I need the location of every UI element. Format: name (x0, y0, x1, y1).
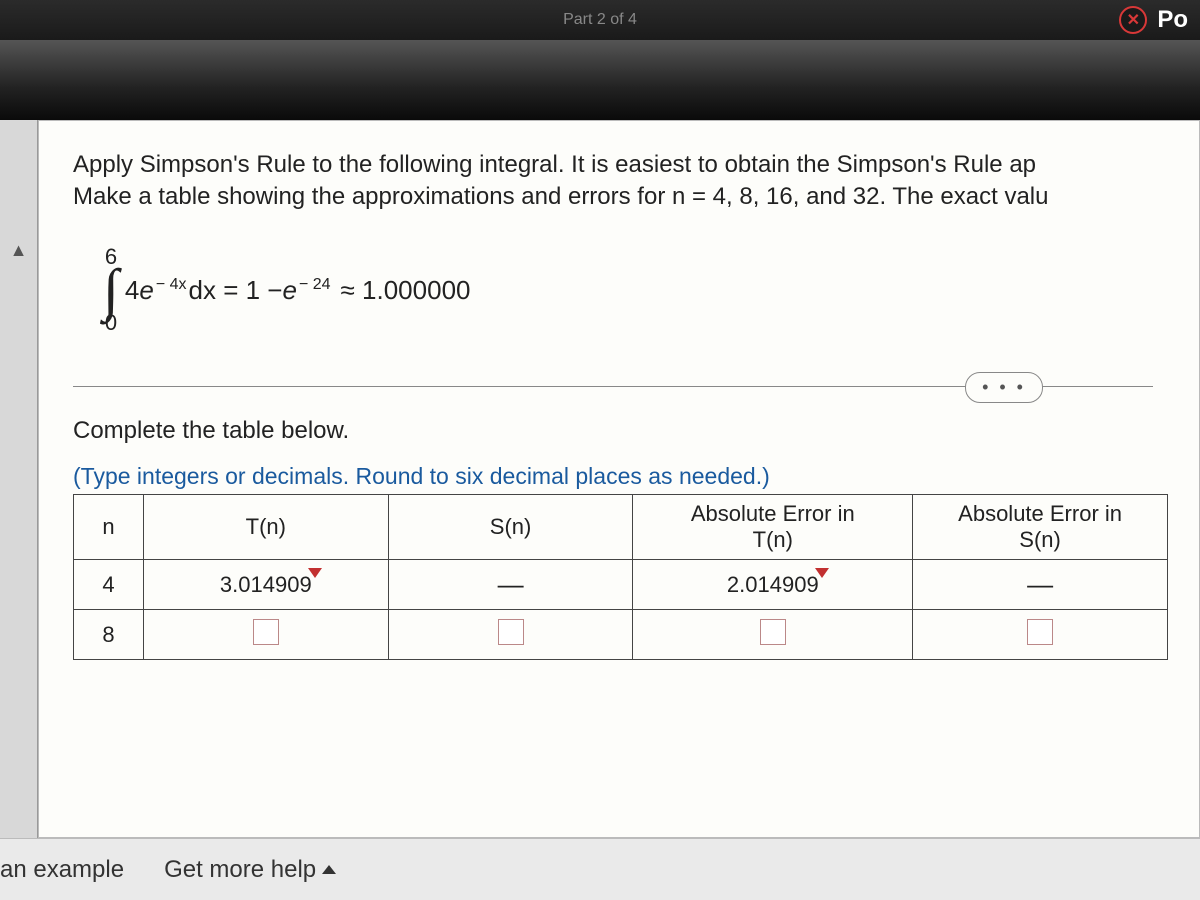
cell-etn-1[interactable] (633, 610, 913, 660)
col-header-tn: T(n) (143, 495, 388, 560)
entered-marker-icon (308, 568, 322, 578)
coef: 4 (125, 275, 139, 306)
get-more-help-link[interactable]: Get more help (164, 856, 336, 884)
exponent-1: − 4x (156, 276, 187, 294)
col-header-sn: S(n) (388, 495, 633, 560)
integrand: 4 e − 4x dx = 1 − e − 24 ≈ 1.000000 (125, 275, 479, 306)
val-etn-0: 2.014909 (727, 572, 819, 597)
cell-sn-0: — (388, 560, 633, 610)
input-box[interactable] (498, 619, 524, 645)
window-chrome-gap (0, 40, 1200, 120)
integral-symbol-icon: ∫ (103, 270, 119, 311)
topbar-right-text: Po (1157, 6, 1188, 34)
cell-sn-1[interactable] (388, 610, 633, 660)
approx-value: ≈ 1.000000 (341, 275, 471, 306)
cell-esn-1[interactable] (913, 610, 1168, 660)
problem-statement: Apply Simpson's Rule to the following in… (73, 149, 1199, 214)
help-link-label: Get more help (164, 856, 316, 884)
val-esn-0: — (1027, 569, 1053, 599)
example-link-label: an example (0, 856, 124, 884)
problem-line-1: Apply Simpson's Rule to the following in… (73, 151, 1036, 178)
content-panel: Apply Simpson's Rule to the following in… (38, 120, 1200, 838)
val-sn-0: — (498, 569, 524, 599)
exponent-2: − 24 (299, 276, 331, 294)
cell-tn-1[interactable] (143, 610, 388, 660)
cell-n-0: 4 (74, 560, 144, 610)
col-header-error-sn: Absolute Error in S(n) (913, 495, 1168, 560)
col-header-error-tn: Absolute Error in T(n) (633, 495, 913, 560)
val-tn-0: 3.014909 (220, 572, 312, 597)
bottom-toolbar: an example Get more help (0, 838, 1200, 900)
input-box[interactable] (1027, 619, 1053, 645)
base-e-2: e (282, 275, 296, 306)
section-divider: • • • (73, 386, 1153, 387)
integral-lower-limit: 0 (105, 310, 117, 336)
table-header-row: n T(n) S(n) Absolute Error in T(n) Absol… (74, 495, 1168, 560)
left-scroll-strip: ▲ ▼ (0, 120, 38, 900)
instruction-text: Complete the table below. (73, 417, 1199, 445)
integral-sign: 6 ∫ 0 (103, 244, 119, 337)
etn-l2: T(n) (753, 527, 793, 552)
cell-etn-0: 2.014909 (633, 560, 913, 610)
esn-l2: S(n) (1019, 527, 1061, 552)
table-row: 4 3.014909 — 2.014909 — (74, 560, 1168, 610)
hint-text: (Type integers or decimals. Round to six… (73, 463, 1199, 490)
table-row: 8 (74, 610, 1168, 660)
esn-l1: Absolute Error in (958, 501, 1122, 526)
topbar: Part 2 of 4 ✕ Po (0, 0, 1200, 40)
input-box[interactable] (253, 619, 279, 645)
close-icon[interactable]: ✕ (1119, 6, 1147, 34)
input-box[interactable] (760, 619, 786, 645)
example-link[interactable]: an example (0, 856, 124, 884)
cell-n-1: 8 (74, 610, 144, 660)
approximation-table: n T(n) S(n) Absolute Error in T(n) Absol… (73, 494, 1168, 660)
integral-expression: 6 ∫ 0 4 e − 4x dx = 1 − e − 24 ≈ 1.00000… (103, 244, 1199, 337)
cell-esn-0: — (913, 560, 1168, 610)
etn-l1: Absolute Error in (691, 501, 855, 526)
problem-line-2: Make a table showing the approximations … (73, 183, 1048, 210)
dx-equals: dx = 1 − (189, 275, 283, 306)
more-options-button[interactable]: • • • (965, 372, 1043, 403)
cell-tn-0: 3.014909 (143, 560, 388, 610)
base-e-1: e (139, 275, 153, 306)
caret-up-icon (322, 865, 336, 874)
entered-marker-icon (815, 568, 829, 578)
part-indicator: Part 2 of 4 (563, 11, 637, 29)
scroll-up-icon[interactable]: ▲ (10, 240, 28, 261)
col-header-n: n (74, 495, 144, 560)
